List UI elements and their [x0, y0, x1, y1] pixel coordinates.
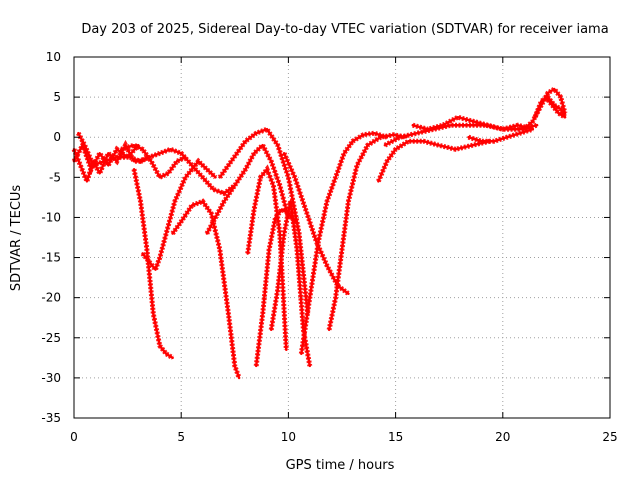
y-axis-label: SDTVAR / TECUs — [9, 185, 24, 292]
x-tick-label: 20 — [495, 430, 510, 444]
x-axis-label: GPS time / hours — [286, 458, 395, 473]
y-tick-label: -35 — [41, 411, 61, 425]
x-tick-label: 5 — [177, 430, 185, 444]
plot-frame — [73, 56, 611, 419]
series-markers-arc-m — [268, 200, 313, 367]
series-markers-arc-v — [532, 93, 568, 119]
y-axis-ticks: 10 5 0 -5 -10 -15 -20 -25 -30 -35 — [41, 50, 610, 425]
series-markers-arc-q — [376, 138, 491, 183]
series-markers-arc-l — [253, 206, 297, 367]
series-markers-arc-c — [76, 132, 151, 169]
y-tick-label: 0 — [53, 130, 61, 144]
x-axis-ticks: 0 5 10 15 20 25 — [70, 57, 618, 444]
series-markers-arc-f — [140, 157, 218, 275]
series-markers-arc-o — [298, 130, 388, 355]
series-markers-arc-n — [281, 152, 350, 296]
chart-title: Day 203 of 2025, Sidereal Day-to-day VTE… — [81, 22, 608, 37]
series-markers-arc-p — [326, 132, 407, 331]
y-tick-label: -20 — [41, 291, 61, 305]
series-markers-arc-e — [131, 168, 174, 360]
plot-series — [71, 85, 568, 380]
x-tick-label: 15 — [388, 430, 403, 444]
x-tick-label: 10 — [281, 430, 296, 444]
x-tick-label: 0 — [70, 430, 78, 444]
y-tick-label: 10 — [46, 50, 61, 64]
series-markers-arc-g — [170, 198, 242, 379]
series-markers-arc-s — [412, 114, 534, 132]
x-tick-label: 25 — [602, 430, 617, 444]
y-tick-label: -5 — [49, 170, 61, 184]
series-markers-arc-t — [467, 126, 534, 144]
series-markers-arc-k — [245, 164, 289, 350]
y-tick-label: -30 — [41, 371, 61, 385]
series-markers-arc-u — [522, 85, 568, 132]
y-tick-label: -25 — [41, 331, 61, 345]
series-markers-arc-b — [71, 139, 141, 176]
y-tick-label: -15 — [41, 251, 61, 265]
series-markers-arc-h — [137, 146, 237, 197]
series-markers-arc-i — [204, 141, 291, 235]
series-markers-arc-j — [217, 126, 311, 314]
series-markers-arc-d — [120, 142, 187, 181]
series-markers-arc-w — [543, 95, 567, 120]
y-tick-label: -10 — [41, 210, 61, 224]
y-tick-label: 5 — [53, 90, 61, 104]
